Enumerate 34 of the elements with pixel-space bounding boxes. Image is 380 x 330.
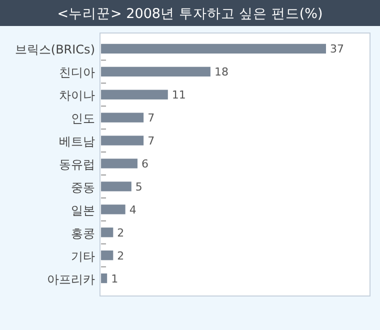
y-tick-label: 친디아 xyxy=(59,66,95,80)
data-label: 7 xyxy=(148,112,155,125)
bar xyxy=(101,66,210,76)
data-label: 4 xyxy=(129,203,136,216)
y-tick-label: 베트남 xyxy=(59,134,95,149)
data-label: 2 xyxy=(117,249,124,262)
bar xyxy=(101,158,138,168)
data-label: 6 xyxy=(141,158,148,170)
y-tick-label: 차이나 xyxy=(59,88,95,103)
bar xyxy=(101,112,144,122)
data-label: 7 xyxy=(148,134,155,148)
data-label: 18 xyxy=(214,66,228,79)
bar xyxy=(101,228,114,238)
y-tick-label: 홍콩 xyxy=(71,226,95,240)
bar xyxy=(101,204,126,214)
bar xyxy=(101,182,132,192)
bar xyxy=(101,273,108,284)
y-tick-label: 브릭스(BRICs) xyxy=(14,42,95,57)
bar xyxy=(101,250,114,260)
data-label: 2 xyxy=(117,226,124,240)
bar xyxy=(101,136,144,146)
bar xyxy=(101,90,168,100)
y-tick-label: 기타 xyxy=(71,249,95,264)
data-label: 37 xyxy=(330,42,344,56)
bar xyxy=(101,44,326,54)
data-label: 11 xyxy=(172,88,186,102)
y-tick-label: 인도 xyxy=(71,112,95,126)
data-label: 1 xyxy=(111,272,118,286)
chart-title: <누리꾼> 2008년 투자하고 싶은 펀드(%) xyxy=(57,6,323,22)
y-tick-label: 중동 xyxy=(71,180,95,194)
y-tick-label: 일본 xyxy=(71,203,95,218)
data-label: 5 xyxy=(135,180,142,194)
y-tick-label: 동유럽 xyxy=(59,158,95,172)
y-tick-label: 아프리카 xyxy=(47,272,95,286)
